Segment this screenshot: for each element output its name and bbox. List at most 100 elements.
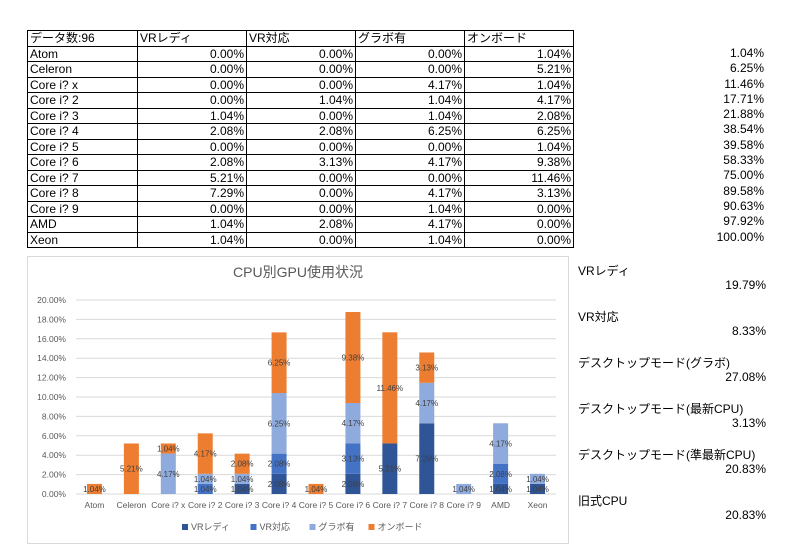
data-label: 4.17% (342, 419, 365, 428)
value-cell: 4.17% (355, 216, 465, 233)
data-label: 2.08% (268, 460, 291, 469)
data-label: 7.29% (415, 455, 438, 464)
summary-item: VR対応 8.33% (578, 308, 766, 354)
cumulative-value: 1.04% (729, 46, 764, 60)
legend-swatch (182, 524, 188, 530)
value-cell: 0.00% (246, 231, 356, 248)
value-cell: 0.00% (355, 45, 465, 62)
summary-value: 3.13% (731, 416, 766, 430)
header-cell: データ数:96 (27, 30, 138, 47)
data-label: 5.21% (120, 465, 143, 474)
y-tick-label: 10.00% (37, 392, 66, 402)
bar-segment (345, 473, 361, 494)
x-tick-label: Core i? 7 (373, 500, 408, 510)
x-tick-label: Core i? 9 (446, 500, 481, 510)
stacked-bar-chart: CPU別GPU使用状況 0.00% 2.00% 4.00% 6.00% 8.00% 10.0… (37, 264, 556, 532)
data-label: 1.04% (194, 475, 217, 484)
table-row: Core i? 2 0.00% 1.04% 1.04% 4.17% (27, 92, 574, 109)
value-cell: 2.08% (464, 107, 574, 124)
value-cell: 0.00% (464, 231, 574, 248)
bar-segment (197, 483, 213, 494)
bar-segment (345, 312, 361, 404)
table-row: Core i? x 0.00% 0.00% 4.17% 1.04% (27, 76, 574, 93)
data-label: 1.04% (526, 485, 549, 494)
cumulative-value: 21.88% (723, 107, 764, 122)
value-cell: 1.04% (355, 200, 465, 217)
bar-segment (234, 483, 250, 494)
data-label: 6.25% (268, 419, 291, 428)
bar-segment (197, 473, 213, 484)
y-tick-label: 20.00% (37, 295, 66, 305)
bar-segment (308, 483, 324, 494)
row-label: Core i? 2 (27, 92, 138, 109)
bar-segment (345, 443, 361, 474)
bar-segment (197, 433, 213, 474)
cumulative-value: 89.58% (723, 183, 764, 198)
table-row: Celeron 0.00% 0.00% 0.00% 5.21% (27, 61, 574, 78)
value-cell: 6.25% (355, 123, 465, 140)
summary-label: VR対応 (578, 310, 619, 324)
summary-label: VRレディ (578, 264, 630, 278)
cumulative-value: 6.25% (729, 61, 764, 76)
header-cell: VR対応 (246, 30, 356, 47)
data-label: 1.04% (83, 485, 106, 494)
value-cell: 7.29% (137, 185, 247, 202)
cumulative-value: 11.46% (724, 76, 764, 91)
value-cell: 4.17% (355, 185, 465, 202)
x-tick-label: Celeron (116, 500, 146, 510)
value-cell: 0.00% (246, 185, 356, 202)
bar-segment (419, 423, 435, 494)
data-label: 4.17% (489, 440, 512, 449)
legend-swatch (250, 524, 257, 530)
row-label: Core i? 9 (27, 200, 138, 217)
value-cell: 0.00% (137, 138, 247, 155)
row-label: Core i? 7 (27, 169, 138, 186)
value-cell: 3.13% (464, 185, 574, 202)
data-label: 2.08% (268, 480, 291, 489)
value-cell: 0.00% (246, 61, 356, 78)
legend-label: オンボード (378, 522, 423, 532)
bar-segment (493, 463, 509, 484)
data-label: 4.17% (194, 450, 217, 459)
summary-label: デスクトップモード(準最新CPU) (578, 448, 756, 462)
value-cell: 1.04% (355, 231, 465, 248)
bar-segment (419, 382, 435, 424)
value-cell: 11.46% (464, 169, 574, 186)
data-label: 4.17% (157, 470, 180, 479)
value-cell: 4.17% (355, 154, 465, 171)
bar-segment (86, 483, 102, 494)
chart-frame: CPU別GPU使用状況 0.00% 2.00% 4.00% 6.00% 8.00% 10.0… (27, 256, 569, 544)
value-cell: 9.38% (464, 154, 574, 171)
value-cell: 0.00% (355, 61, 465, 78)
summary-value: 20.83% (725, 462, 766, 476)
data-label: 1.04% (231, 485, 254, 494)
value-cell: 5.21% (464, 61, 574, 78)
summary-value: 27.08% (725, 370, 766, 384)
data-label: 1.04% (231, 475, 254, 484)
chart-title: CPU別GPU使用状況 (233, 264, 363, 280)
value-cell: 4.17% (355, 76, 465, 93)
cumulative-value: 17.71% (723, 91, 764, 106)
data-label: 1.04% (489, 485, 512, 494)
value-cell: 6.25% (464, 123, 574, 140)
summary-item: VRレディ 19.79% (578, 262, 766, 308)
row-label: Celeron (27, 61, 138, 78)
bar-segment (382, 443, 398, 494)
x-tick-label: Core i? 2 (188, 500, 223, 510)
row-label: Core i? 6 (27, 154, 138, 171)
x-tick-label: AMD (491, 500, 510, 510)
data-label: 5.21% (379, 465, 402, 474)
x-tick-label: Xeon (528, 500, 548, 510)
data-label: 9.38% (342, 354, 365, 363)
bar-segment (530, 473, 546, 484)
y-tick-label: 2.00% (42, 470, 67, 480)
x-tick-label: Core i? 3 (225, 500, 260, 510)
bar-segment (419, 352, 435, 383)
data-label: 2.08% (342, 480, 365, 489)
value-cell: 4.17% (464, 92, 574, 109)
value-cell: 0.00% (246, 107, 356, 124)
bar-segment (456, 483, 472, 494)
table-row: Core i? 9 0.00% 0.00% 1.04% 0.00% (27, 200, 574, 217)
summary-label: デスクトップモード(最新CPU) (578, 402, 744, 416)
bar-segment (493, 423, 509, 464)
